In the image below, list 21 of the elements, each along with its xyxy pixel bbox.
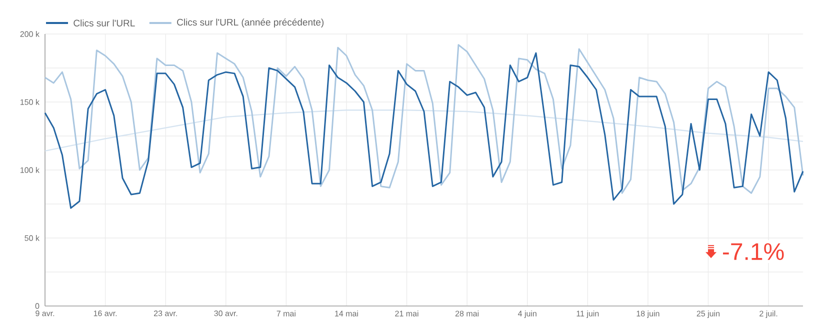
x-tick-label: 23 avr.: [154, 310, 177, 316]
y-tick-label: 150 k: [20, 99, 40, 105]
y-tick-label: 50 k: [24, 235, 40, 241]
x-tick-label: 11 juin: [576, 310, 599, 318]
legend-label: Clics sur l'URL (année précédente): [177, 18, 324, 28]
x-tick-label: 30 avr.: [214, 310, 238, 316]
y-tick-label: 100 k: [20, 167, 40, 173]
x-tick-label: 14 mai: [335, 310, 358, 316]
legend-label: Clics sur l'URL: [74, 20, 135, 26]
annotation: -7.1%: [723, 243, 784, 260]
x-tick-label: 18 juin: [636, 310, 660, 318]
x-tick-label: 7 mai: [276, 310, 296, 316]
y-tick-label: 0: [35, 303, 40, 309]
x-tick-label: 28 mai: [455, 310, 479, 316]
x-tick-label: 2 juil.: [760, 310, 778, 318]
x-tick-label: 21 mai: [395, 310, 418, 316]
x-tick-label: 9 avr.: [36, 310, 54, 316]
y-tick-label: 200 k: [20, 31, 40, 37]
x-tick-label: 16 avr.: [94, 310, 117, 316]
x-tick-label: 4 juin: [518, 310, 536, 318]
x-tick-label: 25 juin: [696, 310, 720, 318]
